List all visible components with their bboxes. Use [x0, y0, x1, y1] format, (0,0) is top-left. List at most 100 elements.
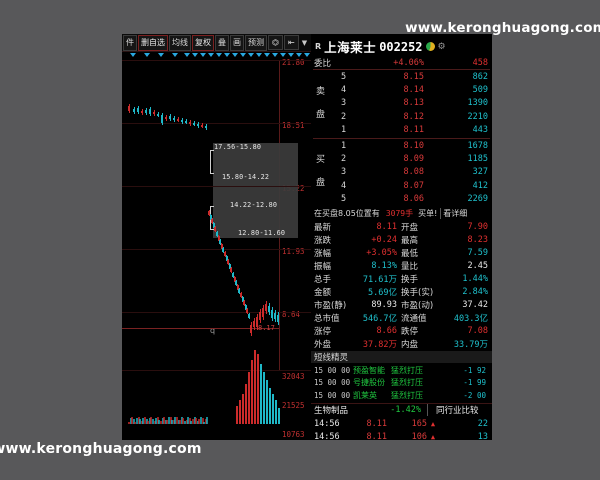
- sell-level-3: 3: [341, 98, 347, 109]
- tick-last-1: 13: [477, 431, 488, 441]
- y-axis-label-1: 18.51: [282, 121, 305, 130]
- news-row-0[interactable]: 15 00 00 预盈智能 猛烈打压 -1 92: [311, 364, 492, 377]
- tick-qty-1: 106: [411, 431, 427, 441]
- market-tag: R: [315, 42, 322, 51]
- quote-row-5: 金额 5.69亿 换手(实) 2.84%: [311, 285, 492, 298]
- news-title: 短线精灵: [314, 353, 349, 363]
- toolbar-button-0[interactable]: 件: [123, 34, 137, 51]
- candlestick-chart[interactable]: 21.80 18.51 15.22 11.93 8.64 32043 21525…: [122, 58, 311, 440]
- news-value-1: -1 99: [463, 378, 486, 388]
- quote-val2-3: 2.45: [467, 260, 488, 271]
- quote-key-4: 总手: [314, 274, 332, 285]
- signal-marker-row: [122, 52, 311, 60]
- toolbar-button-draw[interactable]: 画: [230, 34, 244, 51]
- notice-label: 买单!: [418, 208, 438, 218]
- buy-price-3: 8.08: [403, 167, 424, 178]
- quote-val2-9: 33.79万: [453, 339, 488, 350]
- orderbook-row-buy-1[interactable]: 1 8.10 1678: [311, 139, 492, 152]
- sell-price-2: 8.12: [403, 111, 424, 122]
- trade-tick-row-0: 14:56 8.11 165 ▲ 22: [311, 417, 492, 430]
- news-action-0: 猛烈打压: [391, 365, 423, 375]
- news-header: 短线精灵: [311, 351, 492, 363]
- chevron-down-icon[interactable]: ▼: [301, 38, 308, 47]
- orderbook-row-buy-2[interactable]: 2 8.09 1185: [311, 152, 492, 165]
- y-axis-label-4: 8.64: [282, 310, 301, 319]
- orderbook-row-buy-4[interactable]: 4 8.07 412: [311, 179, 492, 192]
- quote-val2-7: 403.3亿: [453, 313, 488, 324]
- sector-row[interactable]: 生物制品 -1.42% 同行业比较: [311, 403, 492, 416]
- sell-level-4: 4: [341, 85, 347, 96]
- order-ratio-row: 委比 +4.06% 458: [311, 56, 492, 69]
- buy-level-4: 4: [341, 180, 347, 191]
- last-price-line: [122, 328, 279, 329]
- notice-detail-link[interactable]: 看详细: [440, 207, 467, 219]
- orderbook-row-sell-5[interactable]: 5 8.15 862: [311, 70, 492, 83]
- news-name-2: 凯莱英: [353, 390, 377, 400]
- news-action-2: 猛烈打压: [391, 390, 423, 400]
- orderbook-row-sell-4[interactable]: 4 8.14 509: [311, 83, 492, 96]
- news-row-2[interactable]: 15 00 00 凯莱英 猛烈打压 -2 00: [311, 389, 492, 402]
- quote-val2-5: 2.84%: [462, 286, 488, 297]
- buy-level-3: 3: [341, 167, 347, 178]
- gear-icon[interactable]: ⚙: [437, 41, 446, 52]
- stock-code: 002252: [379, 39, 423, 54]
- quote-row-8: 涨停 8.66 跌停 7.08: [311, 324, 492, 337]
- toolbar-button-overlay[interactable]: 叠: [215, 34, 229, 51]
- enter-icon[interactable]: ⇤: [283, 35, 299, 50]
- notice-amount: 3079手: [385, 208, 414, 218]
- tooltip-line-2: 14.22-12.80: [230, 201, 278, 209]
- orderbook-row-sell-1[interactable]: 1 8.11 443: [311, 124, 492, 137]
- sell-caption-2: 盘: [315, 110, 325, 120]
- chart-toolbar[interactable]: 件 删自选 均线 复权 叠 画 预测 ⏣ ⇤ ▼: [122, 34, 311, 52]
- quote-row-7: 总市值 546.7亿 流通值 403.3亿: [311, 311, 492, 324]
- tooltip-line-0: 17.56-15.80: [214, 143, 262, 151]
- orderbook-row-sell-2[interactable]: 2 8.12 2210: [311, 110, 492, 123]
- orderbook-row-buy-5[interactable]: 5 8.06 2269: [311, 193, 492, 206]
- quote-val2-1: 8.23: [467, 234, 488, 245]
- orderbook-row-buy-3[interactable]: 3 8.08 327: [311, 166, 492, 179]
- sell-price-4: 8.14: [403, 85, 424, 96]
- quote-key-9: 外盘: [314, 339, 332, 350]
- large-order-notice[interactable]: 在买盘8.05位置有 3079手 买单! 看详细: [311, 207, 492, 219]
- quote-val2-0: 7.90: [467, 221, 488, 232]
- tick-time-1: 14:56: [314, 431, 340, 441]
- orderbook-row-sell-3[interactable]: 3 8.13 1390: [311, 97, 492, 110]
- toolbar-button-adjust[interactable]: 复权: [192, 34, 214, 51]
- quote-val-9: 37.82万: [362, 339, 397, 350]
- tick-price-1: 8.11: [366, 431, 387, 441]
- stock-name: 上海莱士: [324, 40, 377, 55]
- sector-compare-link[interactable]: 同行业比较: [427, 404, 479, 416]
- pie-chart-icon[interactable]: [425, 42, 435, 51]
- sell-volume-1: 443: [472, 125, 488, 136]
- news-name-1: 号捷股份: [353, 378, 385, 388]
- news-time-2: 15 00 00: [314, 390, 351, 400]
- quote-key2-7: 流通值: [401, 313, 427, 324]
- buy-caption-2: 盘: [315, 178, 325, 188]
- news-row-1[interactable]: 15 00 00 号捷股份 猛烈打压 -1 99: [311, 377, 492, 390]
- tooltip-line-3: 12.80-11.60: [238, 229, 286, 237]
- order-ratio-value: +4.06%: [393, 57, 424, 68]
- buy-volume-5: 2269: [467, 194, 488, 205]
- news-time-0: 15 00 00: [314, 365, 351, 375]
- lock-icon[interactable]: ⏣: [268, 35, 283, 50]
- trading-terminal-window: 件 删自选 均线 复权 叠 画 预测 ⏣ ⇤ ▼ 21.80 18.51 15.…: [122, 34, 492, 440]
- sell-price-3: 8.13: [403, 98, 424, 109]
- quote-key2-8: 跌停: [401, 326, 419, 337]
- quote-key-0: 最新: [314, 222, 332, 233]
- quote-row-2: 涨幅 +3.05% 最低 7.59: [311, 246, 492, 259]
- toolbar-button-moving-average[interactable]: 均线: [169, 34, 191, 51]
- sell-caption-1: 卖: [315, 87, 325, 97]
- volume-axis-label-1: 21525: [282, 401, 305, 410]
- volume-axis-label-2: 10763: [282, 430, 305, 439]
- quote-key2-5: 换手(实): [401, 287, 434, 298]
- sector-change: -1.42%: [390, 405, 421, 415]
- quote-val2-6: 37.42: [462, 299, 488, 310]
- buy-volume-4: 412: [472, 180, 488, 191]
- last-price-marker: 8.17: [258, 324, 275, 332]
- volume-axis-label-0: 32043: [282, 372, 305, 381]
- sell-level-1: 1: [341, 125, 347, 136]
- toolbar-button-remove-favorite[interactable]: 删自选: [138, 34, 168, 51]
- news-value-0: -1 92: [463, 365, 486, 375]
- quote-row-3: 振幅 8.13% 量比 2.45: [311, 259, 492, 272]
- toolbar-button-forecast[interactable]: 预测: [245, 34, 267, 51]
